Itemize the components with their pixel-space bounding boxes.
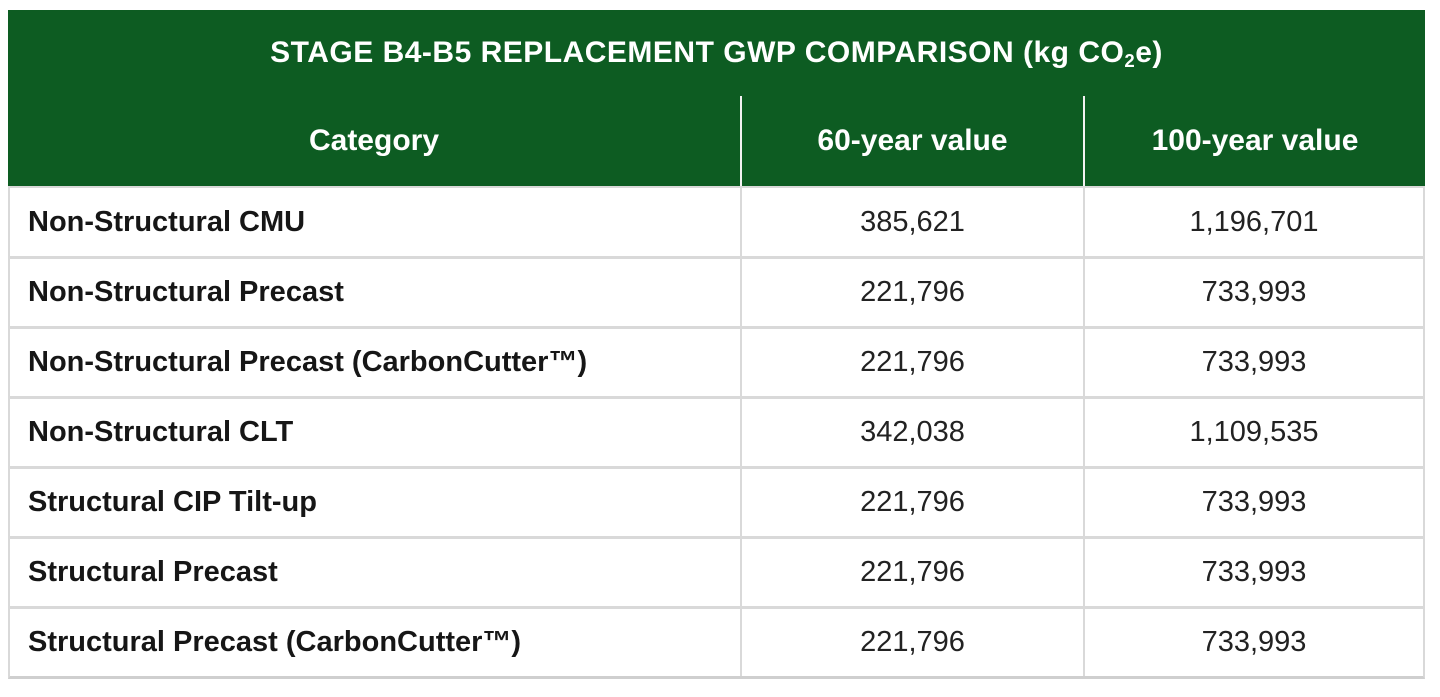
value-60-year-cell: 342,038 xyxy=(740,399,1083,466)
table-row: Non-Structural Precast 221,796 733,993 xyxy=(10,256,1423,326)
category-cell: Structural Precast xyxy=(28,556,278,588)
category-cell: Non-Structural Precast xyxy=(28,276,344,308)
value-60-year-cell: 221,796 xyxy=(740,539,1083,606)
value-100-year-cell: 733,993 xyxy=(1083,539,1423,606)
table-row: Non-Structural Precast (CarbonCutter™) 2… xyxy=(10,326,1423,396)
table-title-prefix: STAGE B4-B5 REPLACEMENT GWP COMPARISON (… xyxy=(270,36,1125,69)
value-100-year-cell: 733,993 xyxy=(1083,329,1423,396)
table-row: Non-Structural CLT 342,038 1,109,535 xyxy=(10,396,1423,466)
table-row: Structural CIP Tilt-up 221,796 733,993 xyxy=(10,466,1423,536)
value-100-year-cell: 1,196,701 xyxy=(1083,188,1423,256)
table-row: Structural Precast (CarbonCutter™) 221,7… xyxy=(10,606,1423,676)
table-body: Non-Structural CMU 385,621 1,196,701 Non… xyxy=(8,186,1425,679)
value-60-year-cell: 385,621 xyxy=(740,188,1083,256)
category-cell: Structural Precast (CarbonCutter™) xyxy=(28,626,522,658)
value-60-year-cell: 221,796 xyxy=(740,469,1083,536)
table-title: STAGE B4-B5 REPLACEMENT GWP COMPARISON (… xyxy=(270,36,1163,72)
value-60-year-cell: 221,796 xyxy=(740,609,1083,676)
category-cell: Non-Structural Precast (CarbonCutter™) xyxy=(28,346,588,378)
table-header-row: Category 60-year value 100-year value xyxy=(8,96,1425,186)
table-title-suffix: e) xyxy=(1135,36,1163,69)
value-60-year-cell: 221,796 xyxy=(740,259,1083,326)
gwp-comparison-table: STAGE B4-B5 REPLACEMENT GWP COMPARISON (… xyxy=(8,10,1425,679)
table-row: Non-Structural CMU 385,621 1,196,701 xyxy=(10,186,1423,256)
value-100-year-cell: 1,109,535 xyxy=(1083,399,1423,466)
column-header-category: Category xyxy=(308,124,440,157)
table-title-banner: STAGE B4-B5 REPLACEMENT GWP COMPARISON (… xyxy=(8,10,1425,96)
category-cell: Non-Structural CMU xyxy=(28,205,306,238)
co2-subscript: 2 xyxy=(1124,50,1136,72)
value-60-year-cell: 221,796 xyxy=(740,329,1083,396)
table-row: Structural Precast 221,796 733,993 xyxy=(10,536,1423,606)
value-100-year-cell: 733,993 xyxy=(1083,259,1423,326)
column-header-60-year: 60-year value xyxy=(740,96,1083,186)
category-cell: Structural CIP Tilt-up xyxy=(28,486,317,518)
value-100-year-cell: 733,993 xyxy=(1083,469,1423,536)
column-header-100-year: 100-year value xyxy=(1083,96,1425,186)
value-100-year-cell: 733,993 xyxy=(1083,609,1423,676)
category-cell: Non-Structural CLT xyxy=(28,416,294,448)
